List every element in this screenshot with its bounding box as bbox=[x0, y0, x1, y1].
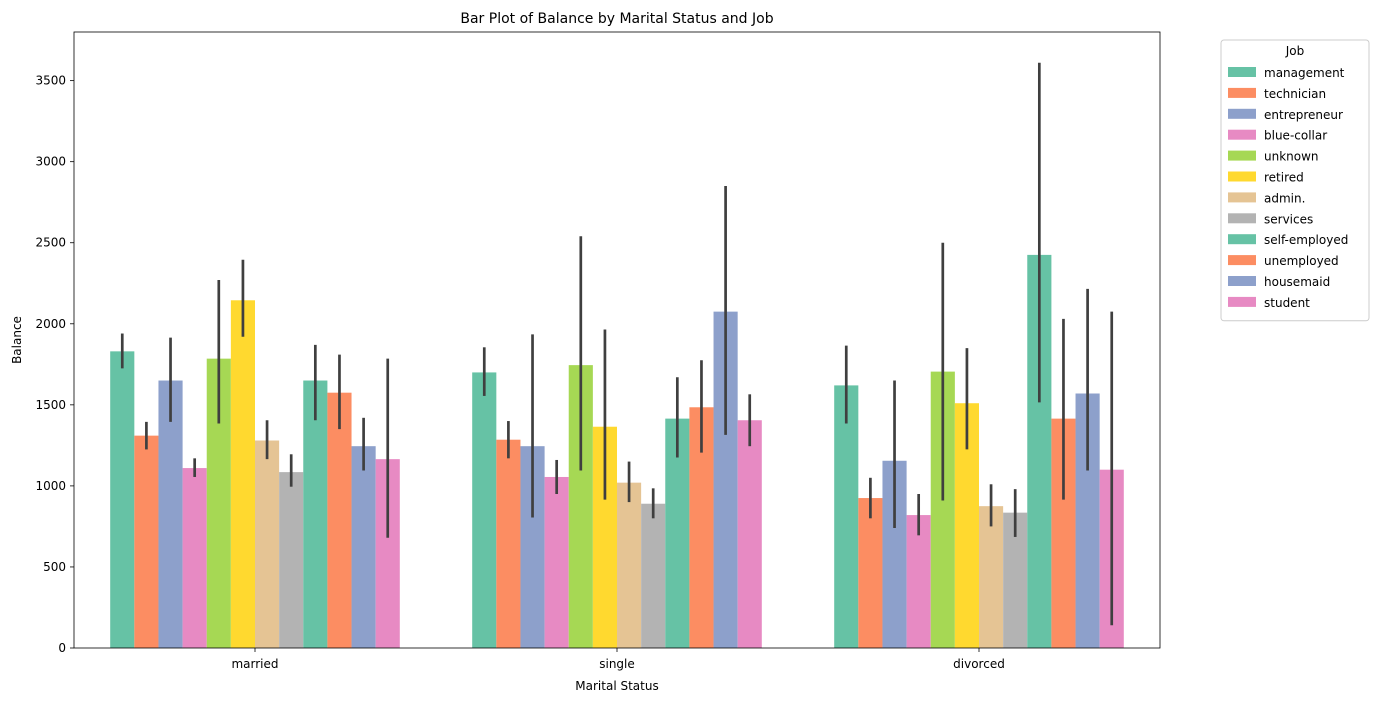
legend-swatch-unknown bbox=[1228, 150, 1256, 161]
bar-admin.-single bbox=[617, 482, 642, 648]
y-tick-label: 1500 bbox=[35, 398, 66, 412]
legend-swatch-services bbox=[1228, 213, 1256, 224]
bar-admin.-married bbox=[255, 440, 280, 648]
bar-services-married bbox=[279, 472, 304, 648]
bar-student-single bbox=[737, 420, 762, 648]
legend-swatch-management bbox=[1228, 67, 1256, 77]
y-axis-label: Balance bbox=[10, 316, 24, 364]
chart-title: Bar Plot of Balance by Marital Status an… bbox=[460, 11, 773, 27]
legend: Job management technician entrepreneur blue-… bbox=[1220, 39, 1370, 322]
y-tick-label: 3500 bbox=[35, 74, 66, 88]
bar-admin.-divorced bbox=[979, 506, 1004, 648]
bar-housemaid-married bbox=[351, 446, 376, 648]
legend-entry-retired: retired bbox=[1264, 171, 1304, 185]
x-tick-label-divorced: divorced bbox=[953, 657, 1005, 671]
legend-swatch-housemaid bbox=[1228, 276, 1256, 286]
bar-self-employed-married bbox=[303, 380, 328, 648]
y-tick-label: 1000 bbox=[35, 479, 66, 493]
legend-entry-management: management bbox=[1264, 66, 1345, 80]
legend-swatch-technician bbox=[1228, 87, 1256, 98]
legend-entry-services: services bbox=[1264, 212, 1313, 226]
legend-swatch-retired bbox=[1228, 171, 1256, 182]
bar-management-divorced bbox=[834, 385, 859, 648]
legend-entry-admin.: admin. bbox=[1264, 191, 1305, 205]
legend-entry-blue-collar: blue-collar bbox=[1264, 129, 1327, 143]
y-tick-label: 0 bbox=[58, 641, 66, 655]
legend-swatch-admin. bbox=[1228, 192, 1256, 203]
bar-technician-divorced bbox=[858, 498, 883, 648]
bar-retired-married bbox=[230, 300, 255, 648]
y-tick-label: 2000 bbox=[35, 317, 66, 331]
bar-blue-collar-single bbox=[544, 476, 569, 648]
bar-unemployed-married bbox=[327, 392, 352, 648]
plot-area: 0 500 1000 1500 2000 2500 3000 3500 married singl… bbox=[35, 31, 1161, 671]
y-tick-label: 2500 bbox=[35, 236, 66, 250]
legend-swatch-self-employed bbox=[1228, 234, 1256, 245]
bar-entrepreneur-married bbox=[158, 380, 183, 648]
legend-swatch-unemployed bbox=[1228, 255, 1256, 266]
bar-blue-collar-divorced bbox=[906, 515, 931, 648]
x-axis-label: Marital Status bbox=[575, 679, 658, 693]
bar-blue-collar-married bbox=[182, 468, 207, 648]
bar-technician-married bbox=[134, 435, 159, 648]
legend-entry-housemaid: housemaid bbox=[1264, 275, 1330, 289]
x-tick-label-married: married bbox=[231, 657, 278, 671]
bar-services-single bbox=[641, 503, 666, 648]
legend-box bbox=[1220, 39, 1370, 322]
legend-title: Job bbox=[1285, 44, 1305, 58]
bar-technician-single bbox=[496, 439, 521, 648]
bar-management-single bbox=[472, 372, 497, 648]
y-tick-label: 3000 bbox=[35, 155, 66, 169]
legend-entry-technician: technician bbox=[1264, 87, 1326, 101]
legend-entry-unknown: unknown bbox=[1264, 150, 1319, 164]
y-tick-label: 500 bbox=[43, 560, 66, 574]
legend-entry-student: student bbox=[1264, 296, 1310, 310]
legend-entry-unemployed: unemployed bbox=[1264, 254, 1339, 268]
legend-swatch-entrepreneur bbox=[1228, 108, 1256, 119]
legend-swatch-student bbox=[1228, 296, 1256, 307]
legend-entry-self-employed: self-employed bbox=[1264, 233, 1348, 247]
x-tick-label-single: single bbox=[599, 657, 635, 671]
bar-management-married bbox=[110, 351, 135, 648]
legend-swatch-blue-collar bbox=[1228, 129, 1256, 140]
legend-entry-entrepreneur: entrepreneur bbox=[1264, 108, 1343, 122]
